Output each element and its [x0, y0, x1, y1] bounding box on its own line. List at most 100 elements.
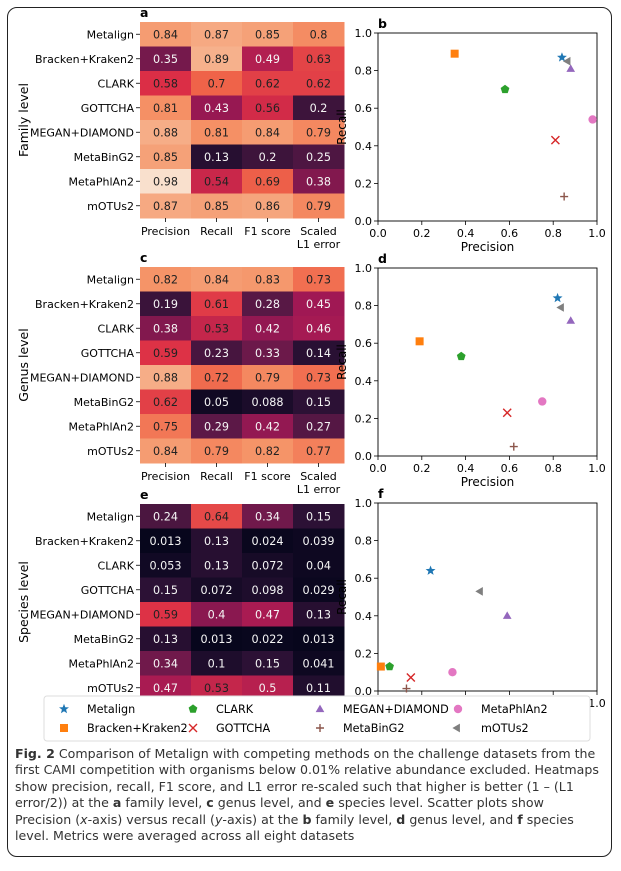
legend-box: [43, 695, 591, 742]
heatmap-cell: [242, 291, 294, 317]
legend-marker: [452, 723, 460, 733]
y-tick-label: 0.8: [355, 535, 373, 548]
cell-value: 0.47: [255, 608, 280, 621]
cell-value: 0.84: [153, 28, 178, 41]
y-tick-label: 0.4: [355, 375, 373, 388]
row-label: mOTUs2: [87, 445, 134, 458]
heatmap-cell: [242, 504, 294, 529]
cell-value: 0.13: [204, 151, 229, 164]
cell-value: 0.29: [204, 420, 229, 433]
legend-label: MEGAN+DIAMOND: [343, 703, 449, 716]
y-tick-label: 0.2: [355, 647, 373, 660]
row-label: MetaPhlAn2: [69, 175, 134, 188]
x-tick-label: 0.4: [457, 462, 475, 475]
cell-value: 0.59: [153, 608, 178, 621]
heatmap-cell: [140, 553, 192, 578]
column-label: L1 error: [297, 238, 341, 251]
row-label: mOTUs2: [87, 682, 134, 695]
cell-value: 0.85: [255, 28, 280, 41]
y-tick-label: 0.0: [355, 685, 373, 698]
point-metabing2: [560, 192, 569, 201]
point-metalign: [425, 565, 436, 575]
cell-value: 0.23: [204, 347, 229, 360]
heatmap-cell: [293, 291, 345, 317]
cell-value: 0.14: [306, 347, 331, 360]
row-label: Metalign: [87, 28, 134, 41]
cell-value: 0.35: [153, 53, 178, 66]
x-tick-label: 0.2: [413, 462, 431, 475]
point-clark: [385, 661, 394, 671]
legend-label: MetaBinG2: [343, 722, 404, 735]
heatmap-cell: [140, 414, 192, 439]
heatmap-cell: [191, 414, 243, 439]
cell-value: 0.5: [259, 682, 277, 695]
panel-label: d: [378, 251, 387, 266]
heatmap-cell: [293, 651, 345, 676]
plot-frame: [377, 267, 598, 457]
caption-segment: family level,: [311, 811, 397, 827]
y-tick-label: 0.8: [355, 65, 373, 78]
row-label: CLARK: [98, 559, 135, 572]
row-label: MEGAN+DIAMOND: [30, 126, 134, 139]
cell-value: 0.75: [153, 420, 178, 433]
cell-value: 0.28: [255, 298, 280, 311]
heatmap-cell: [191, 340, 243, 366]
cell-value: 0.54: [204, 175, 229, 188]
heatmap-panel-a: a Metalign 0.84 0.87 0.85 0.8 Bracken+Kraken2 0…: [16, 5, 345, 251]
x-tick-label: 0.0: [369, 462, 387, 475]
y-axis-label: Recall: [335, 579, 349, 615]
row-label: GOTTCHA: [81, 584, 135, 597]
cell-value: 0.43: [204, 102, 229, 115]
column-label: F1 score: [244, 225, 291, 238]
scatter-panel-d: d 0.0 0.2 0.4 0.6 0.8 1.0 0.0 0.2 0.4 0.6 0.8 1.0 Pre…: [335, 251, 606, 489]
row-label: MEGAN+DIAMOND: [30, 371, 134, 384]
row-label: Bracken+Kraken2: [35, 298, 134, 311]
row-label: MetaPhlAn2: [69, 420, 134, 433]
heatmap-cell: [293, 95, 345, 121]
point-metaphlan2: [588, 115, 597, 124]
cell-value: 0.42: [255, 420, 280, 433]
row-label: GOTTCHA: [81, 347, 135, 360]
column-label: Recall: [200, 470, 233, 483]
point-metalign: [557, 52, 567, 62]
y-tick-label: 1.0: [355, 262, 373, 275]
heatmap-cell: [191, 291, 243, 317]
cell-value: 0.85: [153, 151, 178, 164]
column-label: Scaled: [300, 470, 337, 483]
heatmap-cell: [293, 46, 345, 72]
point-megan-diamond: [566, 64, 576, 72]
heatmap-cell: [191, 651, 243, 676]
column-label: L1 error: [297, 483, 341, 496]
cell-value: 0.87: [153, 200, 178, 213]
panel-label: a: [140, 5, 148, 20]
cell-value: 0.64: [204, 510, 229, 523]
cell-value: 0.15: [306, 396, 331, 409]
cell-value: 0.029: [302, 584, 334, 597]
y-tick-label: 0.4: [355, 140, 373, 153]
heatmap-cell: [191, 193, 243, 219]
heatmap-cell: [140, 71, 192, 96]
heatmap-cell: [140, 577, 192, 603]
legend-label: CLARK: [216, 703, 254, 716]
heatmap-cell: [242, 340, 294, 366]
legend: Metalign CLARK MEGAN+DIAMOND MetaPhlAn2 Brac…: [43, 695, 591, 742]
heatmap-cell: [242, 120, 294, 145]
cell-value: 0.82: [153, 273, 178, 286]
heatmap-cell: [191, 46, 243, 72]
cell-value: 0.79: [306, 200, 331, 213]
x-axis-label: Precision: [461, 475, 515, 489]
panel-label: b: [378, 16, 387, 31]
heatmap-cell: [140, 291, 192, 317]
row-label: GOTTCHA: [81, 102, 135, 115]
point-bracken-kraken2: [376, 662, 385, 671]
x-tick-label: 0.8: [544, 462, 562, 475]
caption-segment: species level. Metrics were averaged acr…: [15, 811, 574, 844]
row-group-label: Species level: [16, 561, 31, 643]
legend-marker: [188, 704, 198, 713]
heatmap-cell: [293, 438, 345, 464]
caption-segment: -axis) at the: [222, 811, 303, 827]
cell-value: 0.1: [208, 657, 226, 670]
caption-segment: genus level, and: [405, 811, 518, 827]
heatmap-cell: [191, 626, 243, 652]
heatmap-cell: [242, 389, 294, 415]
